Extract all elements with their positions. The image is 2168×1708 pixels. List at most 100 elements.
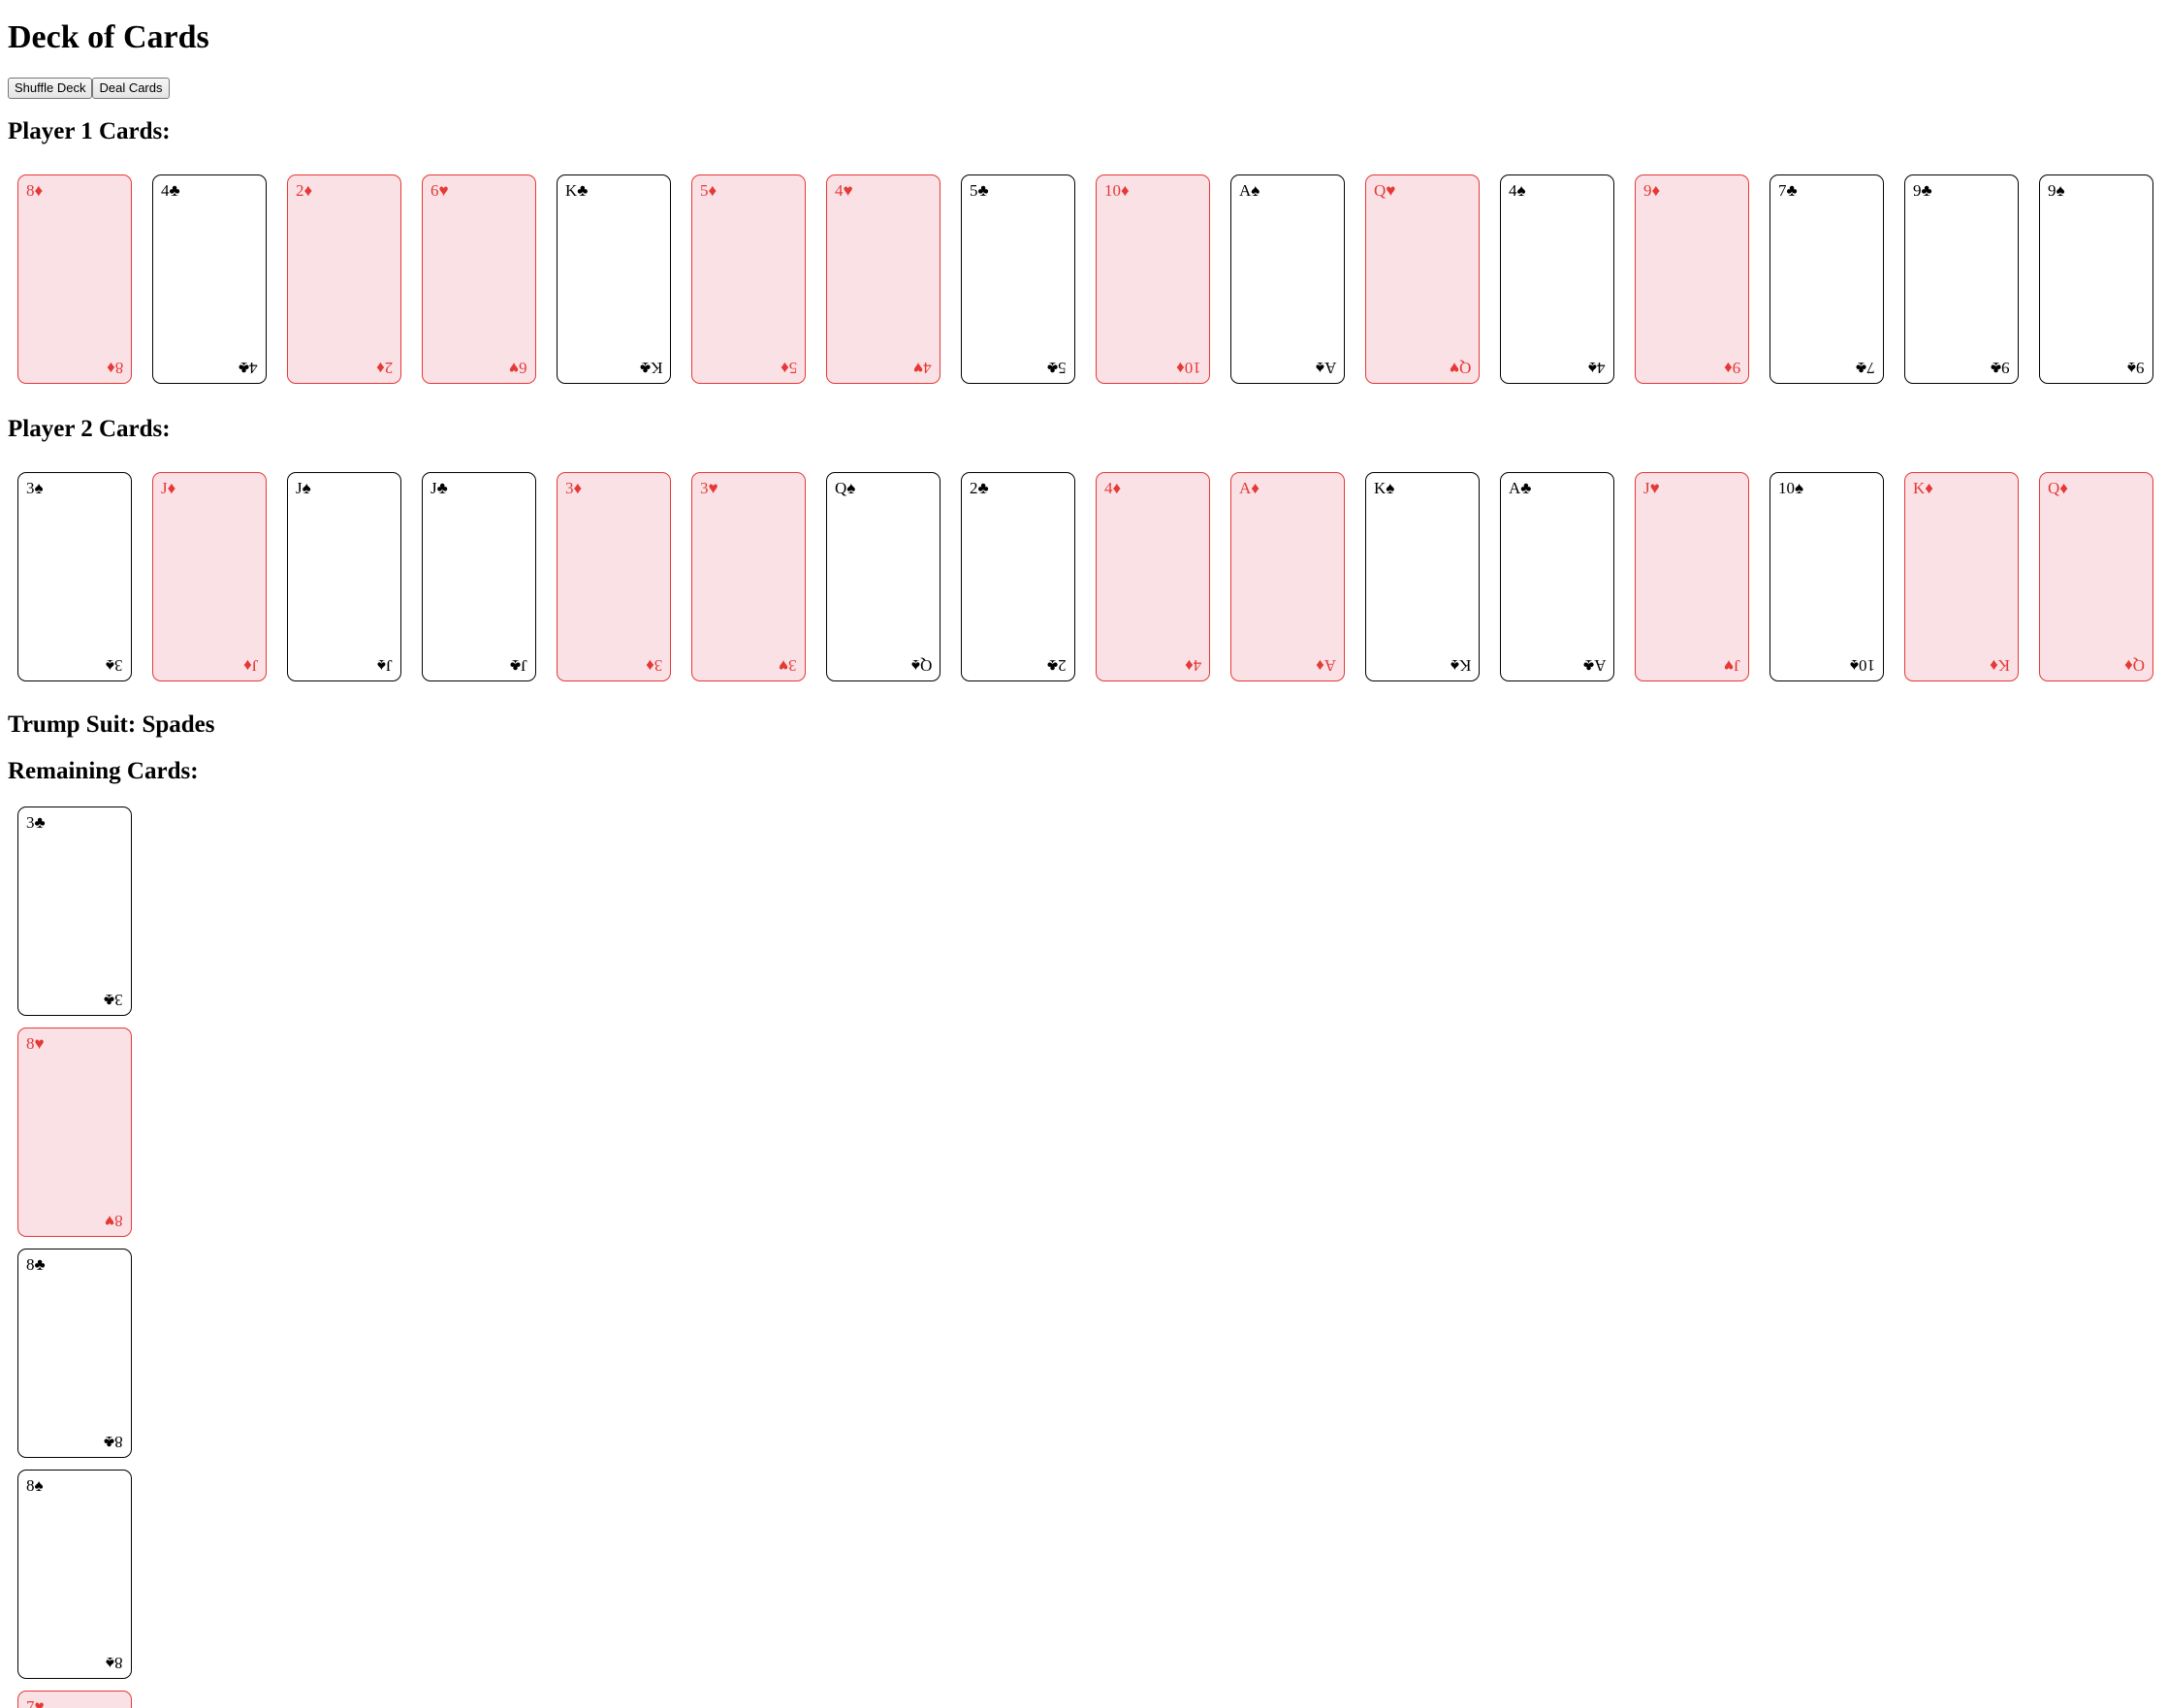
club-suit-icon: ♣ <box>1582 656 1594 675</box>
playing-card[interactable]: A♣ A♣ <box>1500 472 1614 681</box>
card-corner-top: A♣ <box>1509 479 1531 498</box>
card-corner-bottom: 2♦ <box>376 358 393 377</box>
diamond-suit-icon: ♦ <box>1121 181 1130 200</box>
playing-card[interactable]: 9♠ 9♠ <box>2039 174 2153 384</box>
card-corner-top: 4♦ <box>1104 479 1121 498</box>
playing-card[interactable]: K♣ K♣ <box>557 174 671 384</box>
club-suit-icon: ♣ <box>977 479 989 497</box>
playing-card[interactable]: 3♠ 3♠ <box>17 472 132 681</box>
playing-card[interactable]: 10♠ 10♠ <box>1769 472 1884 681</box>
card-corner-top: 10♠ <box>1778 479 1803 498</box>
playing-card[interactable]: Q♦ Q♦ <box>2039 472 2153 681</box>
card-rank: 4 <box>1193 656 1202 675</box>
card-rank: 8 <box>114 1212 124 1230</box>
card-corner-top: 2♦ <box>296 181 312 201</box>
card-corner-top: J♣ <box>430 479 448 498</box>
playing-card[interactable]: Q♠ Q♠ <box>826 472 941 681</box>
card-corner-bottom: 5♣ <box>1047 358 1067 377</box>
card-rank: 4 <box>1597 359 1607 377</box>
playing-card[interactable]: J♥ J♥ <box>1635 472 1749 681</box>
card-rank: 4 <box>835 181 844 200</box>
playing-card[interactable]: K♠ K♠ <box>1365 472 1480 681</box>
card-rank: A <box>1323 656 1336 675</box>
card-corner-top: Q♦ <box>2048 479 2068 498</box>
page-title: Deck of Cards <box>8 19 209 55</box>
playing-card[interactable]: 5♣ 5♣ <box>961 174 1075 384</box>
playing-card[interactable]: 4♠ 4♠ <box>1500 174 1614 384</box>
playing-card[interactable]: 10♦ 10♦ <box>1096 174 1210 384</box>
playing-card[interactable]: 6♥ 6♥ <box>422 174 536 384</box>
club-suit-icon: ♣ <box>577 181 589 200</box>
shuffle-deck-button[interactable]: Shuffle Deck <box>8 78 93 99</box>
playing-card[interactable]: 3♦ 3♦ <box>557 472 671 681</box>
playing-card[interactable]: J♠ J♠ <box>287 472 401 681</box>
playing-card[interactable]: 3♣ 3♣ <box>17 807 132 1016</box>
card-corner-bottom: 8♠ <box>106 1653 123 1672</box>
diamond-suit-icon: ♦ <box>1112 479 1122 497</box>
heart-suit-icon: ♥ <box>1649 479 1660 497</box>
card-rank: 9 <box>1913 181 1922 200</box>
playing-card[interactable]: 4♥ 4♥ <box>826 174 941 384</box>
playing-card[interactable]: 2♣ 2♣ <box>961 472 1075 681</box>
playing-card[interactable]: K♦ K♦ <box>1904 472 2019 681</box>
card-corner-bottom: 3♣ <box>104 990 123 1009</box>
playing-card[interactable]: 2♦ 2♦ <box>287 174 401 384</box>
diamond-suit-icon: ♦ <box>1251 479 1259 497</box>
playing-card[interactable]: J♣ J♣ <box>422 472 536 681</box>
diamond-suit-icon: ♦ <box>2059 479 2068 497</box>
card-corner-top: 3♦ <box>565 479 582 498</box>
card-corner-bottom: A♠ <box>1316 358 1336 377</box>
card-rank: 2 <box>384 359 394 377</box>
card-rank: A <box>1593 656 1606 675</box>
playing-card[interactable]: 4♦ 4♦ <box>1096 472 1210 681</box>
player2-heading: Player 2 Cards: <box>8 416 171 442</box>
playing-card[interactable]: J♦ J♦ <box>152 472 267 681</box>
card-rank: 10 <box>1185 359 1201 377</box>
playing-card[interactable]: 5♦ 5♦ <box>691 174 806 384</box>
card-rank: J <box>1643 479 1650 497</box>
club-suit-icon: ♣ <box>510 656 522 675</box>
playing-card[interactable]: 7♥7♥ <box>17 1691 132 1708</box>
card-rank: 3 <box>26 813 35 832</box>
diamond-suit-icon: ♦ <box>1723 359 1733 377</box>
playing-card[interactable]: 9♣ 9♣ <box>1904 174 2019 384</box>
card-rank: 2 <box>296 181 304 200</box>
playing-card[interactable]: 8♣ 8♣ <box>17 1249 132 1458</box>
heart-suit-icon: ♥ <box>843 181 853 200</box>
heart-suit-icon: ♥ <box>913 359 924 377</box>
diamond-suit-icon: ♦ <box>645 656 654 675</box>
card-rank: A <box>1239 181 1252 200</box>
club-suit-icon: ♣ <box>1991 359 2002 377</box>
card-corner-bottom: 4♦ <box>1185 655 1201 675</box>
playing-card[interactable]: 8♠ 8♠ <box>17 1470 132 1679</box>
card-rank: 8 <box>114 1654 124 1672</box>
card-rank: K <box>1374 479 1387 497</box>
card-corner-bottom: 7♣ <box>1856 358 1875 377</box>
club-suit-icon: ♣ <box>104 1433 115 1451</box>
card-corner-top: 7♥ <box>26 1697 45 1708</box>
playing-card[interactable]: 8♥ 8♥ <box>17 1028 132 1237</box>
card-corner-top: K♠ <box>1374 479 1394 498</box>
playing-card[interactable]: 8♦ 8♦ <box>17 174 132 384</box>
card-corner-top: 8♠ <box>26 1476 44 1496</box>
card-rank: 7 <box>1866 359 1876 377</box>
deal-cards-button[interactable]: Deal Cards <box>92 78 170 99</box>
card-rank: 2 <box>1058 656 1068 675</box>
playing-card[interactable]: 3♥ 3♥ <box>691 472 806 681</box>
card-corner-bottom: 4♠ <box>1588 358 1606 377</box>
card-rank: 8 <box>26 1034 35 1053</box>
playing-card[interactable]: A♠ A♠ <box>1230 174 1345 384</box>
card-corner-bottom: 9♠ <box>2127 358 2145 377</box>
card-corner-bottom: 9♦ <box>1724 358 1740 377</box>
card-corner-top: 4♣ <box>161 181 180 201</box>
diamond-suit-icon: ♦ <box>1925 479 1933 497</box>
playing-card[interactable]: Q♥ Q♥ <box>1365 174 1480 384</box>
playing-card[interactable]: 9♦ 9♦ <box>1635 174 1749 384</box>
playing-card[interactable]: 4♣ 4♣ <box>152 174 267 384</box>
diamond-suit-icon: ♦ <box>1176 359 1185 377</box>
diamond-suit-icon: ♦ <box>1651 181 1661 200</box>
playing-card[interactable]: 7♣ 7♣ <box>1769 174 1884 384</box>
heart-suit-icon: ♥ <box>1449 359 1459 377</box>
heart-suit-icon: ♥ <box>438 181 449 200</box>
playing-card[interactable]: A♦ A♦ <box>1230 472 1345 681</box>
